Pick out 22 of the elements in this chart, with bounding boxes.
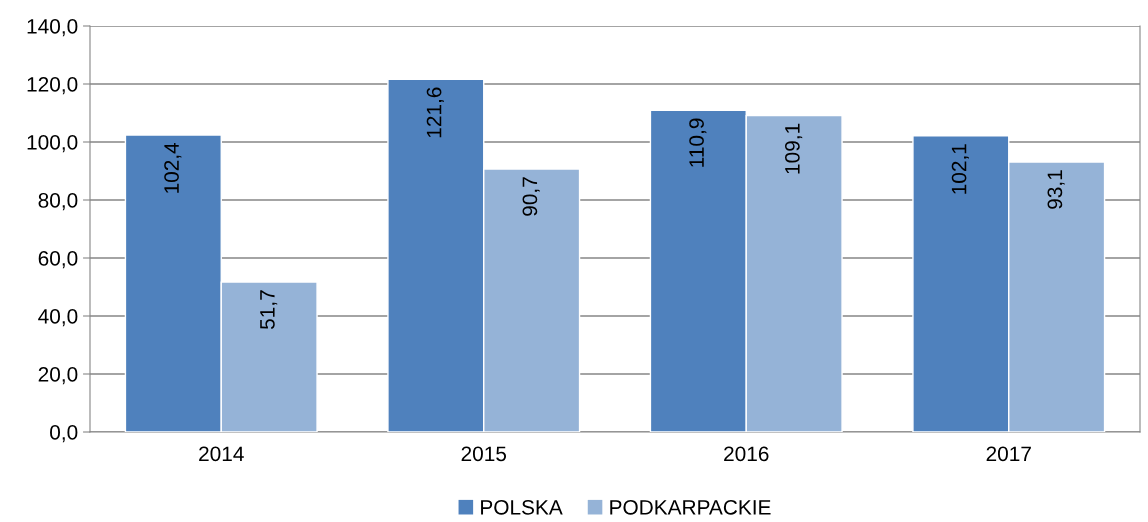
- y-tick-label: 20,0: [38, 367, 78, 385]
- y-tick-label: 60,0: [38, 251, 78, 269]
- data-label: 93,1: [1047, 170, 1065, 209]
- data-label: 109,1: [785, 123, 803, 174]
- data-label: 121,6: [426, 87, 444, 138]
- legend-label: POLSKA: [481, 499, 563, 515]
- data-label: 51,7: [260, 290, 278, 330]
- y-tick-label: 100,0: [27, 135, 78, 153]
- data-label: 110,9: [689, 118, 707, 167]
- y-tick-label: 40,0: [38, 309, 78, 327]
- y-tick-label: 80,0: [38, 193, 78, 211]
- y-tick-label: 120,0: [27, 77, 78, 95]
- x-tick-label: 2014: [199, 446, 244, 462]
- data-label: 102,1: [951, 144, 969, 194]
- data-label: 90,7: [522, 177, 540, 216]
- x-tick-label: 2015: [461, 446, 507, 462]
- y-tick-label: 140,0: [27, 19, 78, 37]
- x-tick-label: 2017: [986, 446, 1031, 462]
- legend-label: PODKARPACKIE: [610, 499, 771, 515]
- data-label: 102,4: [164, 142, 182, 193]
- y-tick-label: 0,0: [50, 425, 78, 443]
- x-tick-label: 2016: [724, 446, 769, 462]
